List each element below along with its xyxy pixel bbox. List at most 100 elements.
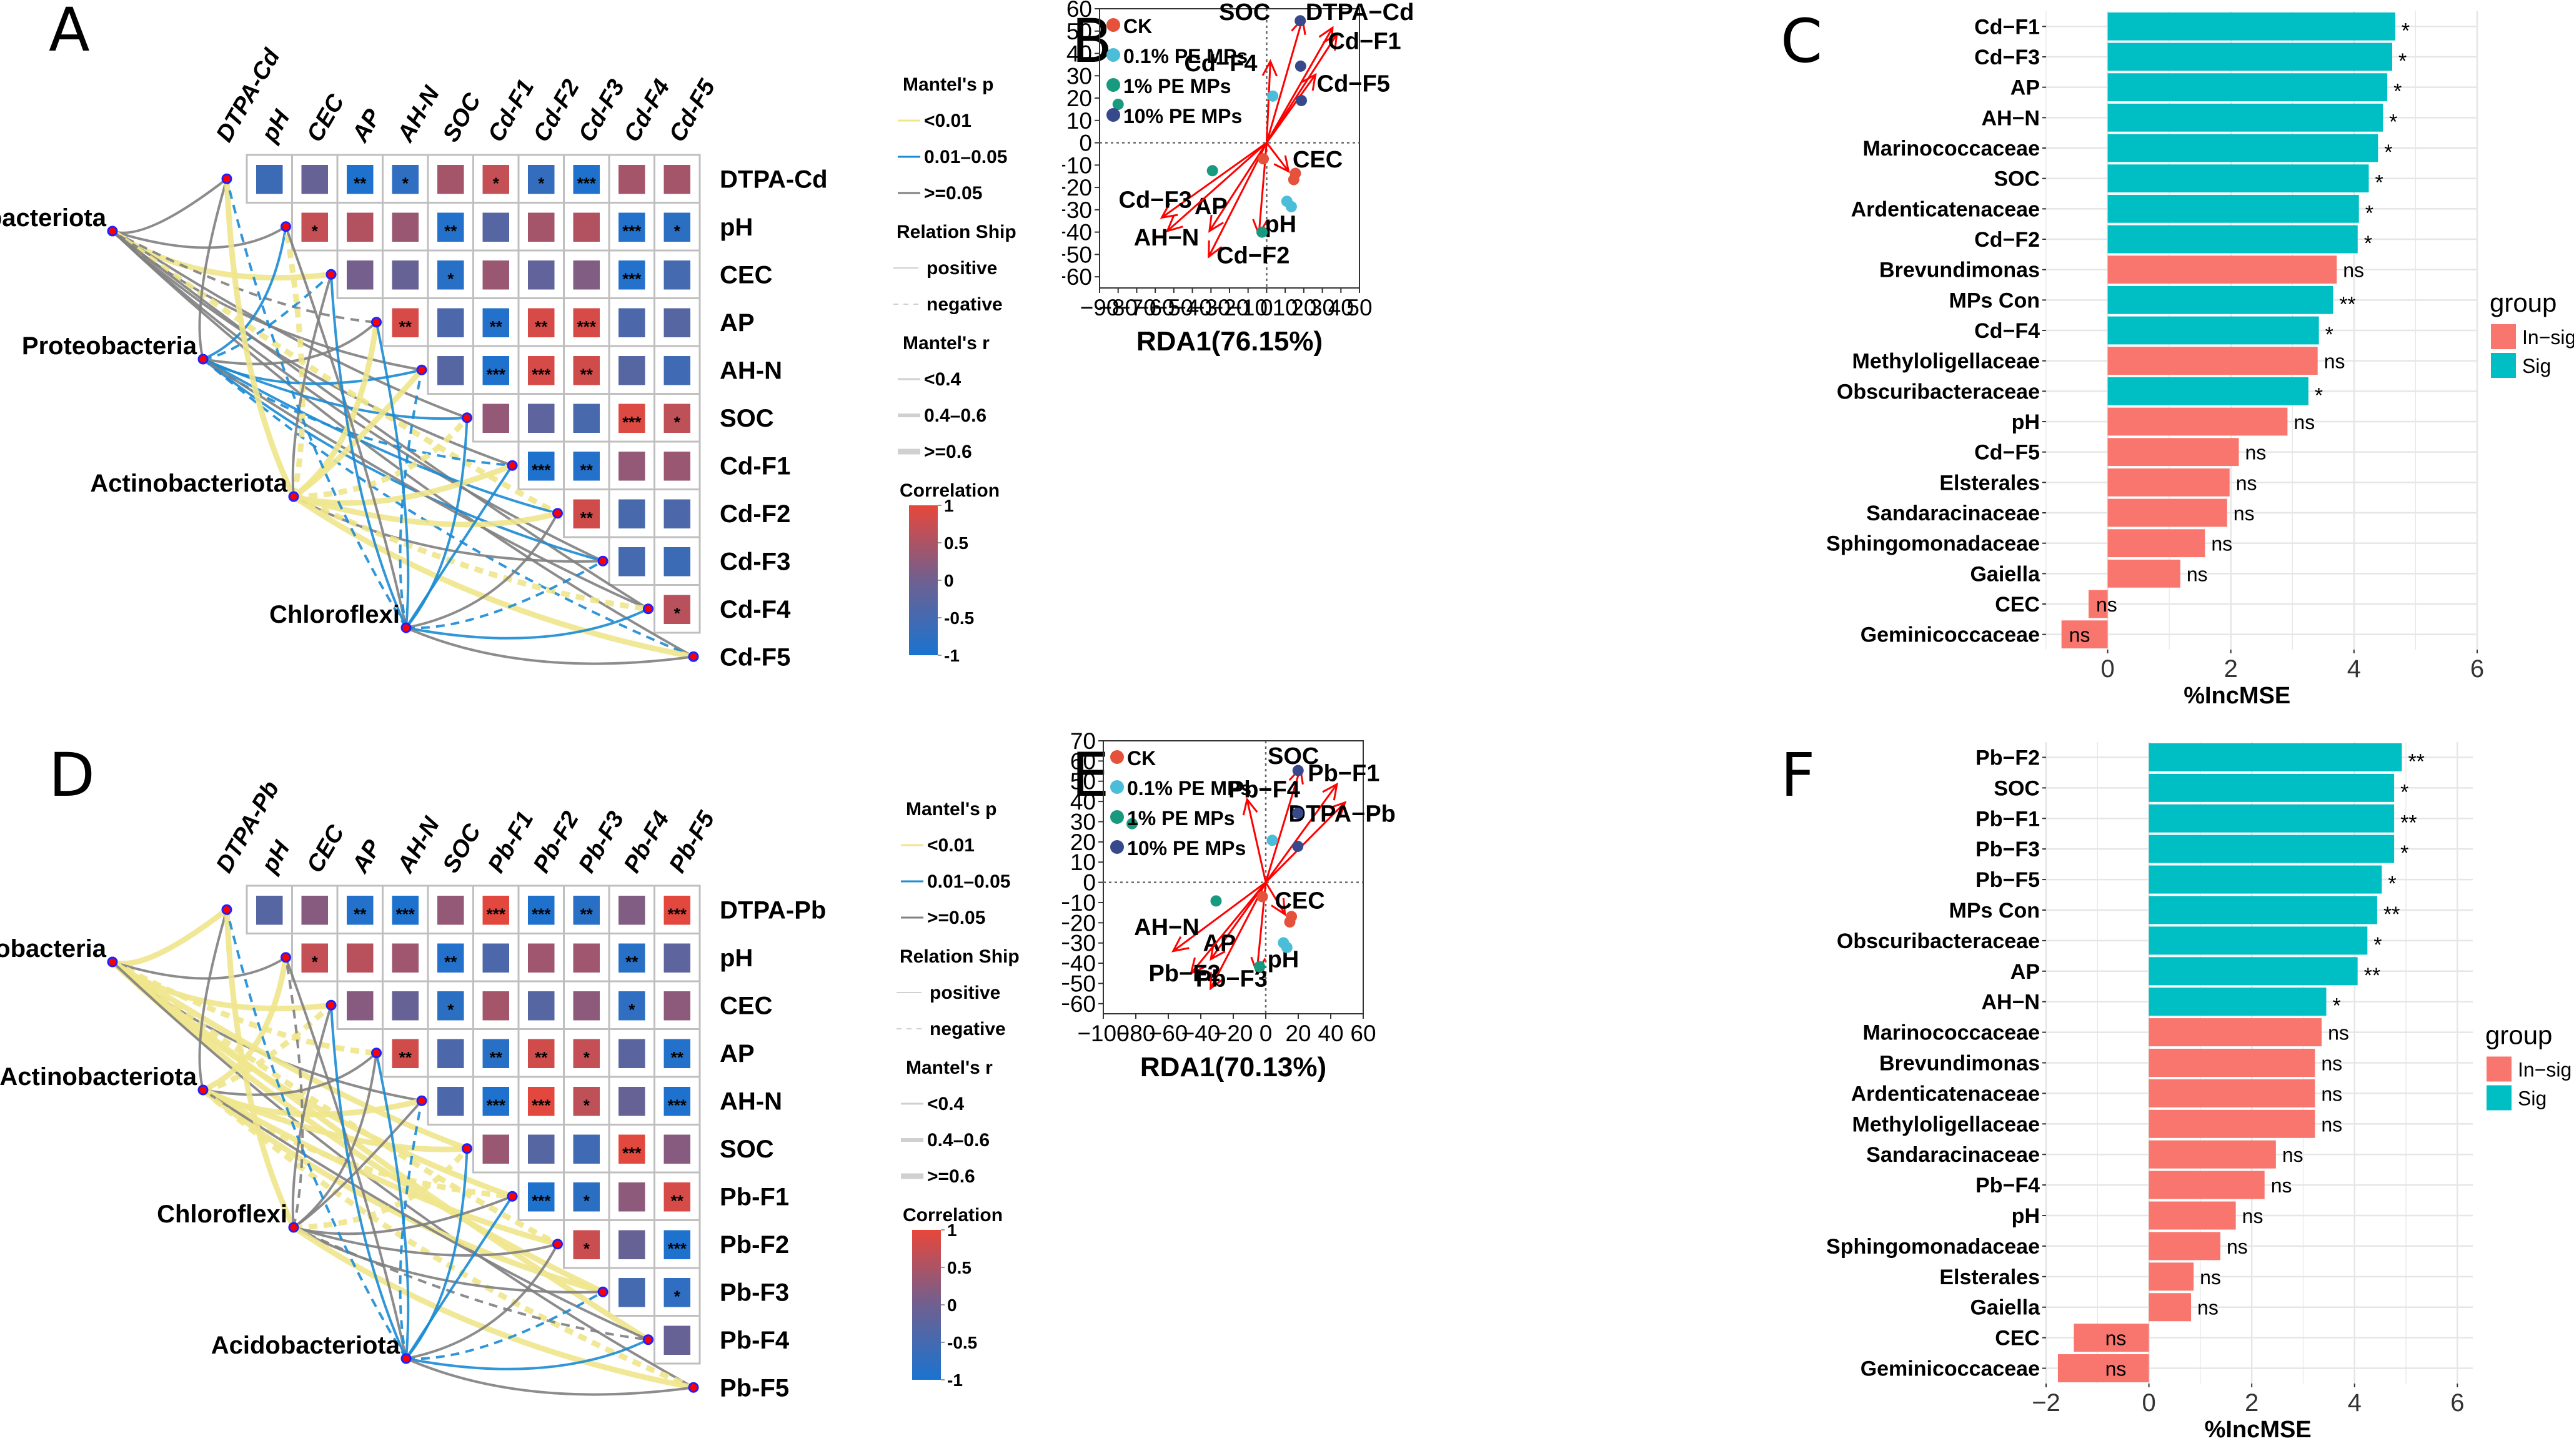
- column-label: pH: [256, 836, 296, 878]
- taxon-node: [107, 956, 118, 968]
- heatmap-cell: [573, 452, 600, 481]
- significance-label: ns: [2197, 1297, 2219, 1319]
- arrow-label: Cd−F4: [1184, 51, 1257, 77]
- bar: [2149, 804, 2395, 833]
- x-tick-label: −40: [1173, 295, 1212, 320]
- significance-label: ***: [622, 1144, 642, 1162]
- bar: [2107, 73, 2388, 102]
- heatmap-cell: [437, 943, 464, 973]
- y-tick-label: 0: [1079, 131, 1092, 156]
- significance-label: **: [444, 222, 457, 240]
- taxon-label: Actinobacteriota: [90, 470, 287, 497]
- mantel-link: [399, 369, 423, 628]
- heatmap-cell: [482, 260, 509, 290]
- legend-swatch: [1110, 780, 1124, 794]
- heatmap-cell-border: [517, 393, 565, 443]
- bar: [2107, 498, 2227, 527]
- column-label: SOC: [438, 820, 487, 878]
- heatmap-cell: [392, 943, 419, 973]
- sample-point: [1281, 941, 1293, 953]
- column-label: CEC: [302, 90, 350, 147]
- significance-label: ***: [532, 905, 551, 924]
- taxon-label: Chloroflexi: [269, 601, 400, 628]
- heatmap-cell: [528, 356, 555, 385]
- heatmap-cell: [347, 212, 374, 242]
- significance-label: ***: [487, 1096, 506, 1115]
- arrow-label: Pb−F1: [1308, 761, 1379, 787]
- panel-label-d: D: [49, 740, 95, 810]
- significance-label: **: [2400, 811, 2417, 834]
- row-label: Cd-F2: [720, 500, 790, 528]
- arrow-label: Pb−F2: [1148, 961, 1220, 987]
- heatmap-cell: [663, 1039, 690, 1068]
- category-label: CEC: [1995, 593, 2040, 617]
- mantel-link: [284, 226, 407, 628]
- significance-label: ***: [532, 1096, 551, 1115]
- variable-node: [507, 460, 518, 471]
- heatmap-cell: [663, 260, 690, 290]
- y-tick-label: 0: [1083, 870, 1096, 896]
- colorbar: [909, 505, 938, 655]
- heatmap-cell: [663, 547, 690, 577]
- legend-swatch: [2491, 353, 2516, 378]
- mantel-link: [202, 358, 649, 610]
- row-label: pH: [720, 214, 753, 241]
- arrow-label: Cd−F3: [1119, 187, 1192, 213]
- arrow-label: AP: [1195, 194, 1228, 220]
- legend-title: Mantel's r: [903, 333, 990, 354]
- heatmap-cell: [573, 896, 600, 925]
- significance-label: ***: [668, 1096, 687, 1115]
- y-tick-label: 70: [1070, 731, 1096, 754]
- y-tick-label: 50: [1070, 769, 1096, 795]
- heatmap-cell: [619, 212, 645, 242]
- significance-label: *: [538, 174, 545, 193]
- legend-label: <0.01: [927, 835, 975, 856]
- bar: [2061, 620, 2108, 649]
- arrow-head: [1322, 782, 1338, 801]
- heatmap-cell: [528, 1087, 555, 1116]
- mantel-link: [112, 177, 228, 234]
- significance-label: **: [490, 1048, 503, 1067]
- significance-label: *: [493, 174, 500, 193]
- x-tick-label: 4: [2348, 1389, 2362, 1417]
- legend-swatch: [1110, 750, 1124, 764]
- mantel-link: [111, 961, 694, 1389]
- x-tick-label: −20: [1210, 295, 1250, 320]
- significance-label: **: [354, 905, 367, 924]
- y-tick-label: 30: [1066, 63, 1092, 89]
- biplot-arrow: [1265, 881, 1286, 915]
- significance-label: ns: [2234, 502, 2255, 525]
- arrow-head: [1171, 936, 1190, 953]
- legend-label: <0.4: [924, 369, 962, 390]
- taxon-label: Proteobacteria: [0, 935, 107, 963]
- bar: [2149, 896, 2377, 924]
- bar: [2107, 12, 2395, 41]
- arrow-head: [1322, 32, 1338, 51]
- heatmap-cell: [573, 260, 600, 290]
- y-tick-label: −60: [1062, 991, 1096, 1017]
- legend-label: In−sig: [2522, 326, 2574, 349]
- row-label: AP: [720, 1040, 755, 1067]
- column-label: Cd-F1: [483, 75, 539, 146]
- legend-label: CK: [1123, 15, 1152, 37]
- mantel-link: [201, 1087, 695, 1390]
- category-label: Pb−F2: [1975, 746, 2040, 770]
- bar: [2107, 377, 2308, 405]
- mantel-link: [375, 322, 410, 628]
- significance-label: **: [535, 1048, 548, 1067]
- category-label: Marinococcaceae: [1863, 1021, 2040, 1045]
- row-label: Cd-F4: [720, 596, 791, 623]
- y-tick-label: −20: [1062, 910, 1096, 936]
- x-tick-label: −80: [1116, 1021, 1156, 1046]
- arrow-label: AH−N: [1134, 225, 1200, 251]
- y-tick-label: 10: [1066, 108, 1092, 134]
- category-label: AP: [2010, 76, 2040, 100]
- heatmap-cell: [482, 1087, 509, 1116]
- legend-label: >=0.6: [927, 1166, 975, 1187]
- significance-label: *: [2402, 19, 2410, 42]
- legend-swatch: [2491, 324, 2516, 349]
- mantel-link: [198, 909, 228, 1091]
- arrow-head: [1210, 972, 1225, 991]
- legend-label: 1% PE MPs: [1127, 807, 1235, 830]
- mantel-links: [111, 177, 694, 665]
